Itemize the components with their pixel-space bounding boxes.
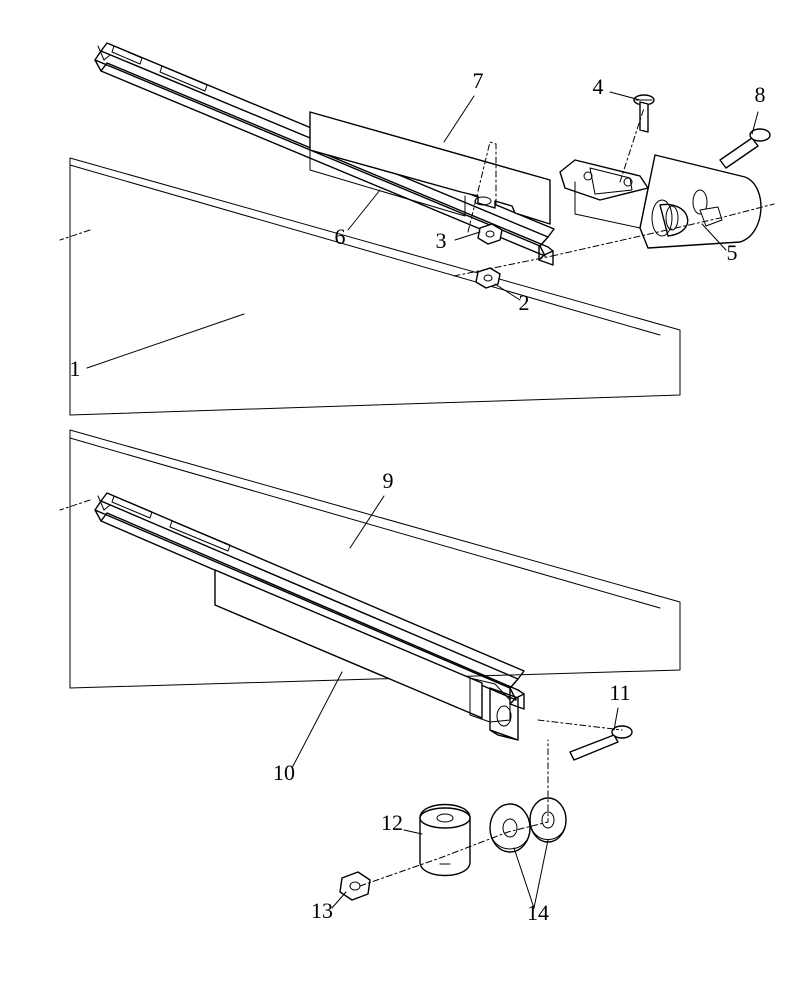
label-2: 2 [519,290,530,315]
label-9: 9 [383,468,394,493]
label-6: 6 [335,224,346,249]
label-5: 5 [727,240,738,265]
label-8: 8 [755,82,766,107]
label-4: 4 [593,74,604,99]
label-3: 3 [436,228,447,253]
label-7: 7 [473,68,484,93]
leader-13 [332,892,346,908]
label-11: 11 [609,680,630,705]
label-14: 14 [527,900,549,925]
leader-10 [292,672,342,768]
label-12: 12 [381,810,403,835]
label-1: 1 [70,356,81,381]
leader-9 [350,496,384,548]
leader-14 [514,848,534,908]
leader-7 [444,96,474,142]
leader-3 [455,232,480,240]
label-13: 13 [311,898,333,923]
label-10: 10 [273,760,295,785]
leader-1 [87,314,244,368]
leader-4 [610,92,640,100]
leader-2 [495,284,520,300]
leader-6 [348,190,380,230]
